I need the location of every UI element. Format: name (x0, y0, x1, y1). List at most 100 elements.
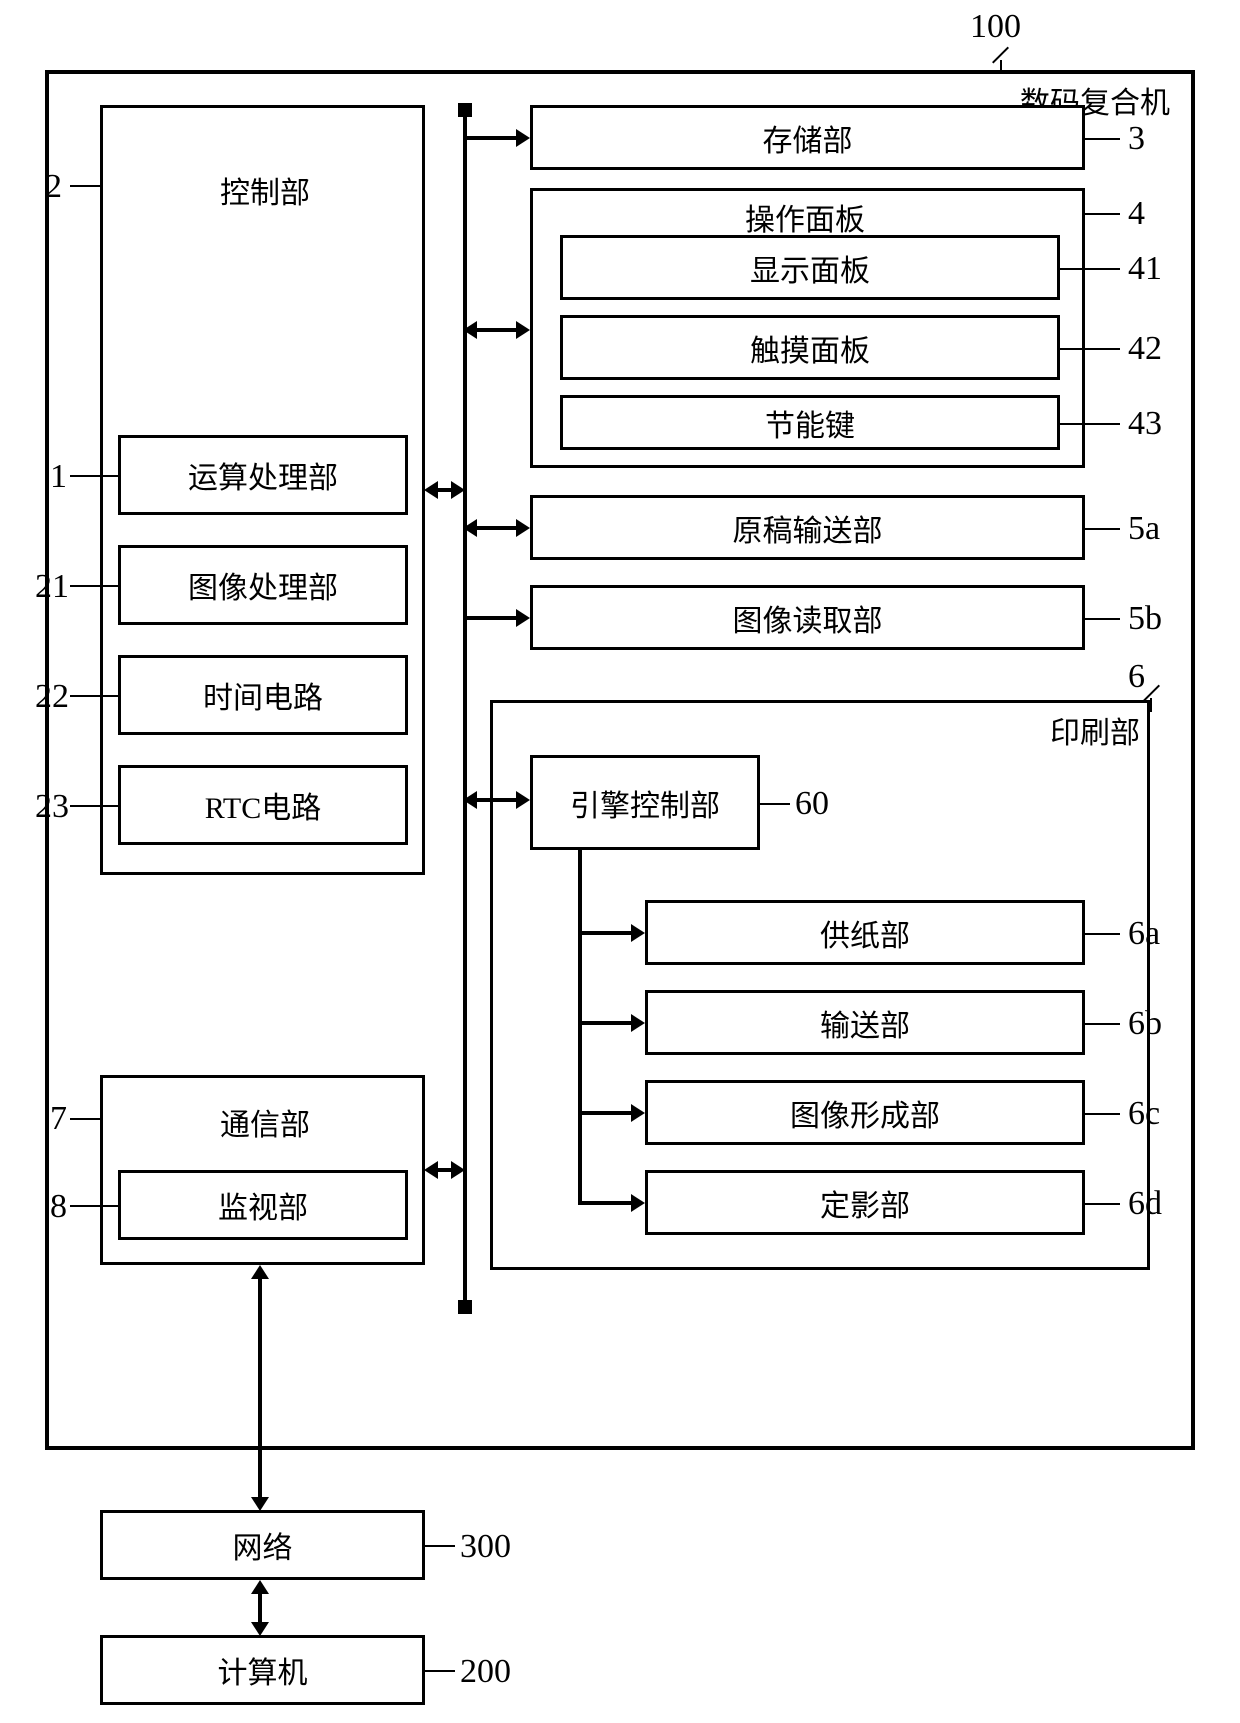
bus-to-60 (477, 798, 517, 802)
label-engine-ctrl: 引擎控制部 (570, 781, 720, 825)
box-paper-supply: 供纸部 (645, 900, 1085, 965)
arrow-to-5ar (516, 519, 530, 537)
arrow-to-2r (451, 481, 465, 499)
lead-22 (70, 695, 118, 697)
label-control-unit: 控制部 (220, 168, 310, 212)
lead-100 (1000, 60, 1002, 74)
box-fixing: 定影部 (645, 1170, 1085, 1235)
label-doc-feed: 原稿输送部 (733, 506, 883, 550)
label-image-proc: 图像处理部 (188, 563, 338, 607)
arrow-300-200d (251, 1622, 269, 1636)
ref-300: 300 (460, 1528, 511, 1566)
box-doc-feed: 原稿输送部 (530, 495, 1085, 560)
arrow-to-4l (463, 321, 477, 339)
bus-end-bot (458, 1300, 472, 1314)
lead-3 (1085, 138, 1120, 140)
arrow-6a (631, 924, 645, 942)
arrow-300-200u (251, 1580, 269, 1594)
lead-300 (425, 1545, 455, 1547)
lead-21 (70, 585, 118, 587)
bus-to-5b (467, 616, 517, 620)
box-image-form: 图像形成部 (645, 1080, 1085, 1145)
box-storage: 存储部 (530, 105, 1085, 170)
arrow-7-300u (251, 1265, 269, 1279)
box-engine-ctrl: 引擎控制部 (530, 755, 760, 850)
bus-end-top (458, 103, 472, 117)
arrow-7-300d (251, 1497, 269, 1511)
lead-6a (1085, 933, 1120, 935)
label-display-panel: 显示面板 (750, 246, 870, 290)
label-rtc-circuit: RTC电路 (205, 783, 322, 827)
label-computer: 计算机 (218, 1648, 308, 1692)
lead-41 (1060, 268, 1120, 270)
engine-bus-6a (578, 931, 633, 935)
arrow-to-4r (516, 321, 530, 339)
bus-to-3 (467, 136, 517, 140)
lead-4 (1085, 213, 1120, 215)
box-display-panel: 显示面板 (560, 235, 1060, 300)
engine-bus-6b (578, 1021, 633, 1025)
ref-22: 22 (35, 678, 69, 716)
lead-42 (1060, 348, 1120, 350)
box-image-proc: 图像处理部 (118, 545, 408, 625)
arrow-to-60r (516, 791, 530, 809)
ref-5b: 5b (1128, 600, 1162, 638)
engine-bus-6c (578, 1111, 633, 1115)
lead-5a (1085, 528, 1120, 530)
ref-6: 6 (1128, 658, 1145, 696)
lead-6c (1085, 1113, 1120, 1115)
arrow-to-60l (463, 791, 477, 809)
box-touch-panel: 触摸面板 (560, 315, 1060, 380)
label-energy-key: 节能键 (765, 401, 855, 445)
box-time-circuit: 时间电路 (118, 655, 408, 735)
box-monitor: 监视部 (118, 1170, 408, 1240)
label-touch-panel: 触摸面板 (750, 326, 870, 370)
ref-43: 43 (1128, 405, 1162, 443)
arrow-to-5al (463, 519, 477, 537)
ref-60: 60 (795, 785, 829, 823)
link-7-300 (258, 1279, 262, 1497)
arrow-to-3 (516, 129, 530, 147)
lead-23 (70, 805, 118, 807)
box-img-read: 图像读取部 (530, 585, 1085, 650)
diagram-canvas: 数码复合机 100 控制部 2 运算处理部 1 图像处理部 21 时间电路 22… (0, 0, 1240, 1723)
engine-bus-vert (578, 850, 582, 1205)
ref-1: 1 (50, 458, 67, 496)
lead-6h (1150, 698, 1152, 712)
arrow-to-7r (451, 1161, 465, 1179)
lead-200 (425, 1670, 455, 1672)
ref-42: 42 (1128, 330, 1162, 368)
arrow-to-2l (424, 481, 438, 499)
ref-6c: 6c (1128, 1095, 1160, 1133)
ref-6d: 6d (1128, 1185, 1162, 1223)
engine-bus-6d (578, 1201, 633, 1205)
label-time-circuit: 时间电路 (203, 673, 323, 717)
ref-100: 100 (970, 8, 1021, 46)
ref-2: 2 (45, 168, 62, 206)
lead-6b (1085, 1023, 1120, 1025)
box-rtc-circuit: RTC电路 (118, 765, 408, 845)
ref-5a: 5a (1128, 510, 1160, 548)
main-bus (463, 110, 467, 1305)
ref-4: 4 (1128, 195, 1145, 233)
box-transport: 输送部 (645, 990, 1085, 1055)
bus-to-4 (477, 328, 517, 332)
ref-21: 21 (35, 568, 69, 606)
lead-6d (1085, 1203, 1120, 1205)
label-monitor: 监视部 (218, 1183, 308, 1227)
label-paper-supply: 供纸部 (820, 911, 910, 955)
ref-7: 7 (50, 1100, 67, 1138)
label-img-read: 图像读取部 (733, 596, 883, 640)
bus-to-5a (477, 526, 517, 530)
label-print-unit: 印刷部 (1050, 708, 1140, 752)
arrow-6b (631, 1014, 645, 1032)
label-op-panel: 操作面板 (745, 195, 865, 239)
label-image-form: 图像形成部 (790, 1091, 940, 1135)
label-processor: 运算处理部 (188, 453, 338, 497)
arrow-to-7l (424, 1161, 438, 1179)
box-computer: 计算机 (100, 1635, 425, 1705)
arrow-6d (631, 1194, 645, 1212)
label-network: 网络 (233, 1523, 293, 1567)
lead-5b (1085, 618, 1120, 620)
box-energy-key: 节能键 (560, 395, 1060, 450)
